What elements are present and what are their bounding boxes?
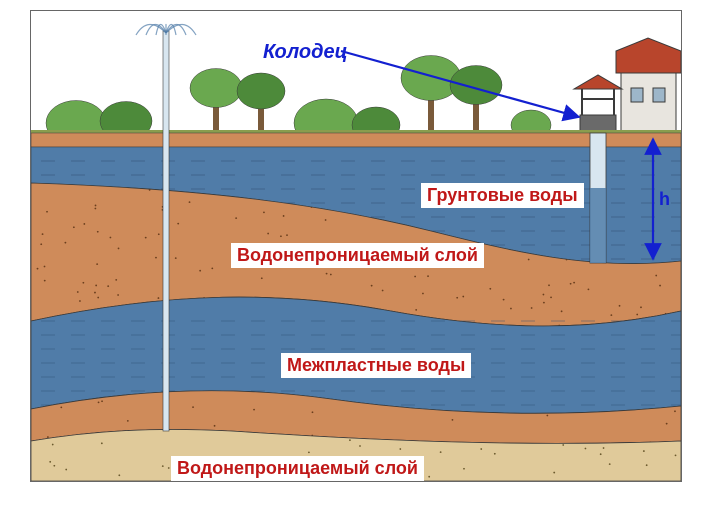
label-impermeable-lower: Водонепроницаемый слой <box>171 456 424 481</box>
depth-symbol: h <box>659 189 670 210</box>
well-callout-label: Колодец <box>263 41 348 64</box>
label-groundwater: Грунтовые воды <box>421 183 584 208</box>
diagram-stage: Колодец Грунтовые воды Водонепроницаемый… <box>30 10 682 482</box>
label-interstratal: Межпластные воды <box>281 353 471 378</box>
label-impermeable-upper: Водонепроницаемый слой <box>231 243 484 268</box>
